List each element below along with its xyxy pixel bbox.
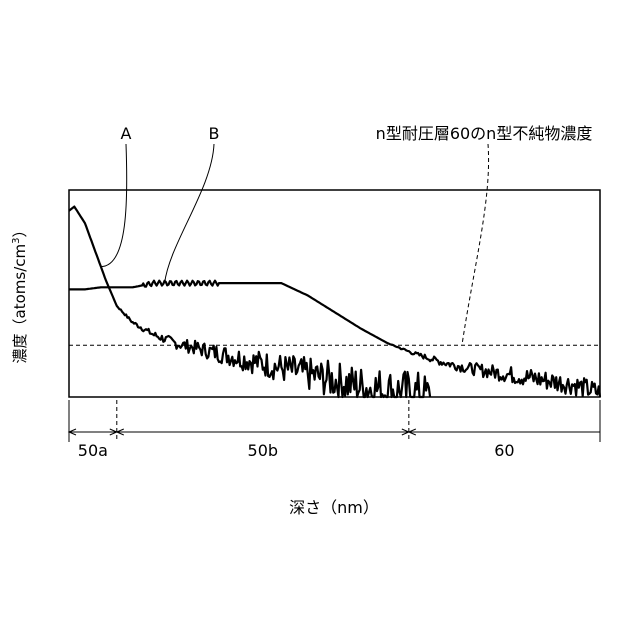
region-label-50a: 50a <box>78 441 108 460</box>
y-axis-label-text: 濃度（atoms/cm <box>11 244 29 364</box>
region-label-60: 60 <box>494 441 514 460</box>
x-axis-label: 深さ（nm） <box>289 498 379 517</box>
reference-line-label: n型耐圧層60のn型不純物濃度 <box>376 124 593 143</box>
reference-leader-line <box>462 144 489 345</box>
series-b-label: B <box>209 124 220 143</box>
series-a-leader-line <box>101 144 127 267</box>
series-layer <box>69 207 600 397</box>
region-bracket-group: 50a 50b 60 <box>69 400 600 460</box>
plot-frame <box>69 190 600 397</box>
series-b-line <box>69 281 600 397</box>
y-axis-label: 濃度（atoms/cm3） <box>11 223 29 364</box>
y-axis-label-close: ） <box>11 223 29 238</box>
series-b-leader-line <box>165 144 214 283</box>
region-label-50b: 50b <box>248 441 279 460</box>
plot-area <box>69 144 600 397</box>
series-a-label: A <box>121 124 132 143</box>
